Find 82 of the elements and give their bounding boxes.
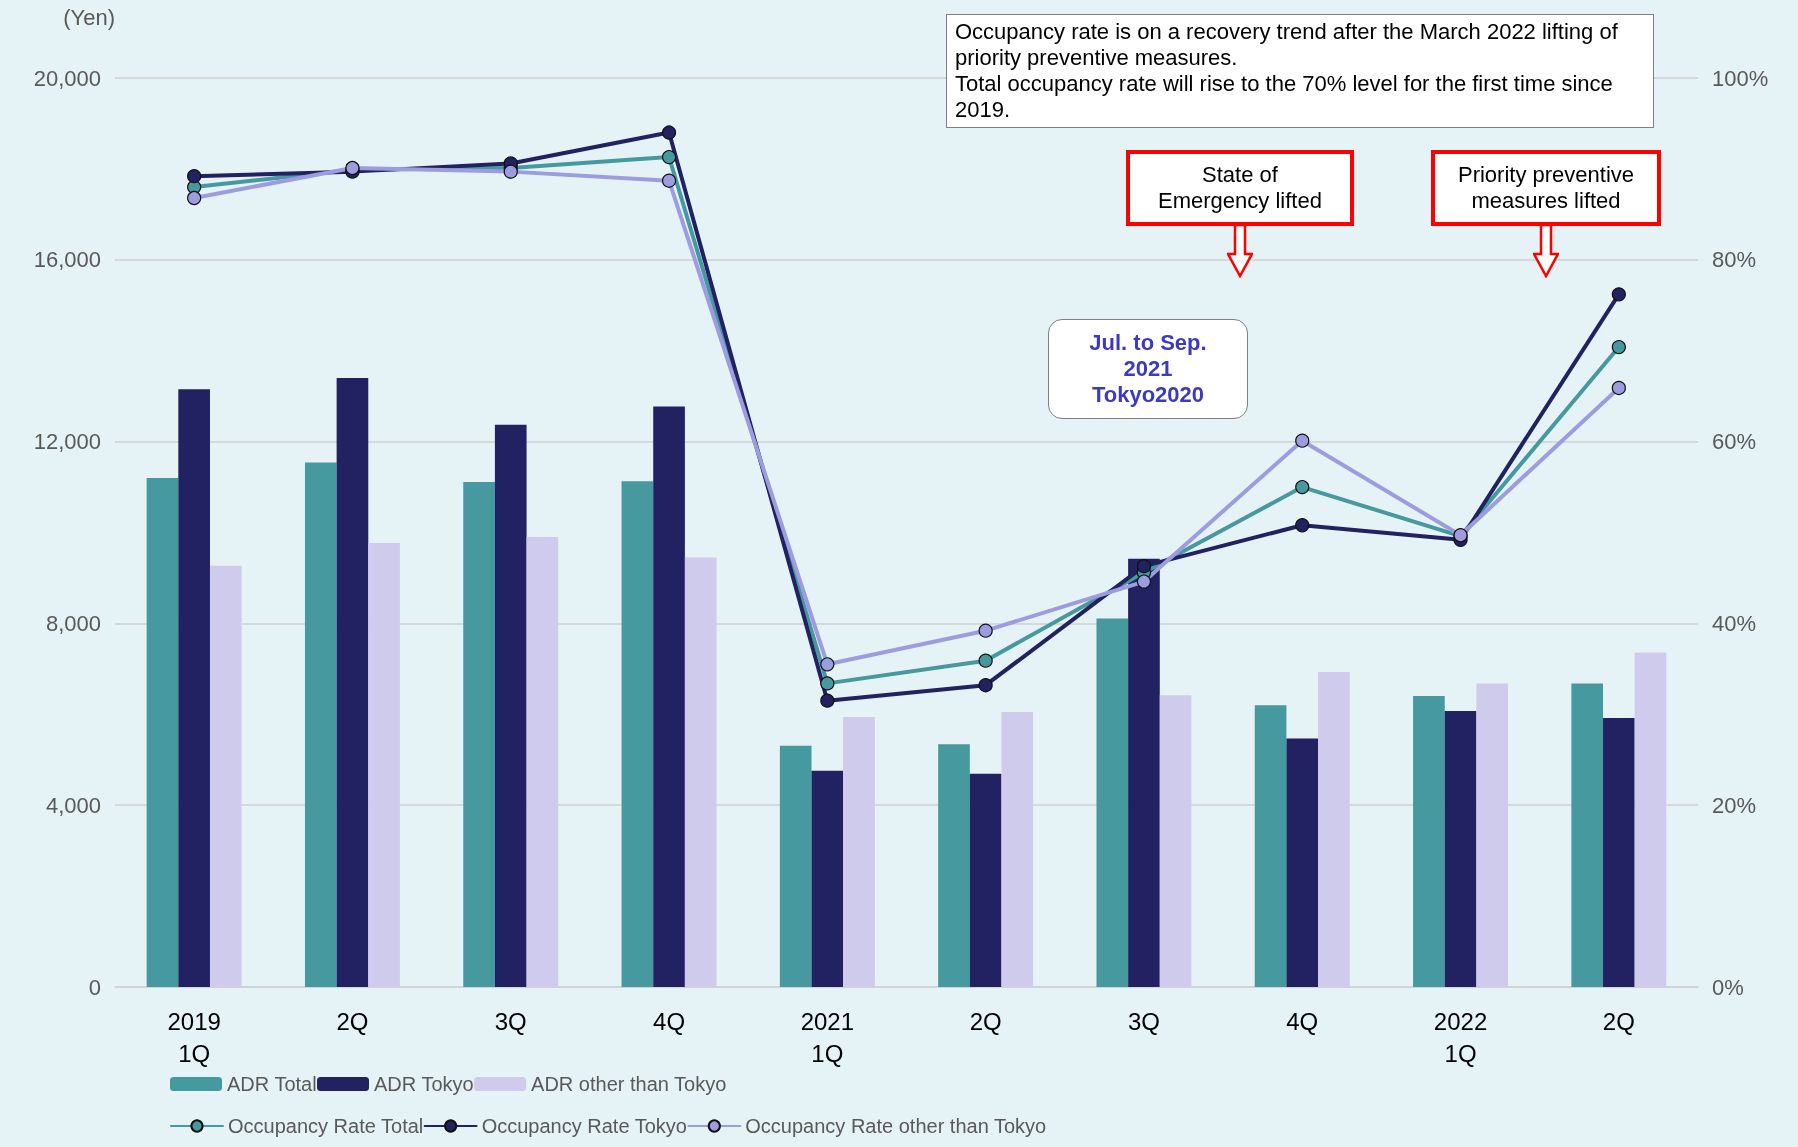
note-box: State of Emergency lifted <box>1126 150 1354 226</box>
bar <box>209 565 242 987</box>
point <box>1295 433 1310 448</box>
x-tick-label: 2022 1Q <box>1433 1007 1488 1067</box>
note-box: Jul. to Sep. 2021 Tokyo2020 <box>1048 319 1248 419</box>
y-tick-label: 0 <box>88 974 101 1000</box>
x-tick-label: 2021 1Q <box>800 1007 855 1067</box>
x-tick-label: 4Q <box>653 1007 686 1035</box>
point <box>661 173 677 188</box>
y2-tick-label: 100% <box>1712 65 1769 91</box>
bar <box>1159 695 1192 987</box>
bar <box>526 537 559 987</box>
point <box>661 125 677 140</box>
bar <box>304 462 337 987</box>
bar <box>1286 738 1319 987</box>
bar <box>1444 711 1477 987</box>
y2-tick-label: 20% <box>1712 792 1757 818</box>
legend-label: ADR Tokyo <box>374 1073 474 1095</box>
bar <box>621 481 654 987</box>
legend-label: Occupancy Rate Tokyo <box>481 1115 687 1137</box>
legend-label: Occupancy Rate Total <box>228 1115 424 1137</box>
bar <box>463 482 495 987</box>
bar <box>811 770 844 987</box>
bar <box>1571 683 1604 987</box>
point <box>820 657 835 672</box>
legend-label: ADR Total <box>227 1073 317 1095</box>
bar <box>843 717 875 987</box>
bar <box>1603 717 1635 987</box>
y2-tick-label: 40% <box>1712 610 1757 636</box>
y-tick-label: 20,000 <box>33 65 101 91</box>
bar <box>1254 705 1287 987</box>
point <box>820 676 835 691</box>
point <box>1611 339 1626 355</box>
x-tick-label: 3Q <box>1127 1007 1160 1035</box>
point <box>1295 518 1310 533</box>
point <box>187 190 202 206</box>
bar <box>779 745 812 987</box>
legend-label: ADR other than Tokyo <box>531 1073 727 1095</box>
bar <box>1318 672 1350 987</box>
legend-label: Occupancy Rate other than Tokyo <box>745 1115 1047 1137</box>
x-tick-label: 2Q <box>1602 1007 1635 1035</box>
bar <box>938 744 970 987</box>
x-tick-label: 2Q <box>969 1007 1002 1035</box>
y-tick-label: 4,000 <box>45 792 101 818</box>
point <box>503 164 518 179</box>
note-box: Priority preventive measures lifted <box>1431 150 1661 226</box>
y-tick-label: 8,000 <box>45 610 101 636</box>
point <box>187 169 202 184</box>
y2-tick-label: 60% <box>1712 429 1757 455</box>
note-box: Occupancy rate is on a recovery trend after the March 2022 lifting of priority preventive measures. Total occupancy rate will rise to the 70% level for the first time since 2019. <box>946 14 1654 128</box>
x-tick-label: 2Q <box>336 1007 369 1035</box>
x-tick-label: 2019 1Q <box>167 1007 221 1067</box>
point <box>1611 380 1626 396</box>
bar <box>494 424 527 987</box>
bar <box>1001 712 1034 987</box>
point <box>978 623 993 638</box>
x-tick-label: 4Q <box>1286 1007 1319 1035</box>
y-tick-label: 16,000 <box>33 247 101 273</box>
bar <box>1476 683 1509 987</box>
point <box>978 653 993 668</box>
point <box>1136 559 1152 574</box>
y-axis-title: (Yen) <box>63 4 115 30</box>
y2-tick-label: 80% <box>1712 247 1757 273</box>
bar <box>146 477 179 987</box>
bar <box>969 773 1002 987</box>
y-tick-label: 12,000 <box>33 429 101 455</box>
y2-tick-label: 0% <box>1712 974 1744 1000</box>
point <box>1136 574 1152 589</box>
bar <box>368 542 400 987</box>
bar <box>653 406 685 987</box>
x-tick-label: 3Q <box>494 1007 527 1035</box>
point <box>978 678 993 693</box>
bar <box>1096 618 1129 987</box>
point <box>1611 287 1626 302</box>
bar <box>684 557 717 987</box>
point <box>820 693 835 708</box>
bar <box>178 389 210 987</box>
point <box>661 149 677 165</box>
bar <box>1413 696 1445 987</box>
bar <box>336 377 369 987</box>
point <box>1295 479 1310 495</box>
bar <box>1634 652 1667 987</box>
